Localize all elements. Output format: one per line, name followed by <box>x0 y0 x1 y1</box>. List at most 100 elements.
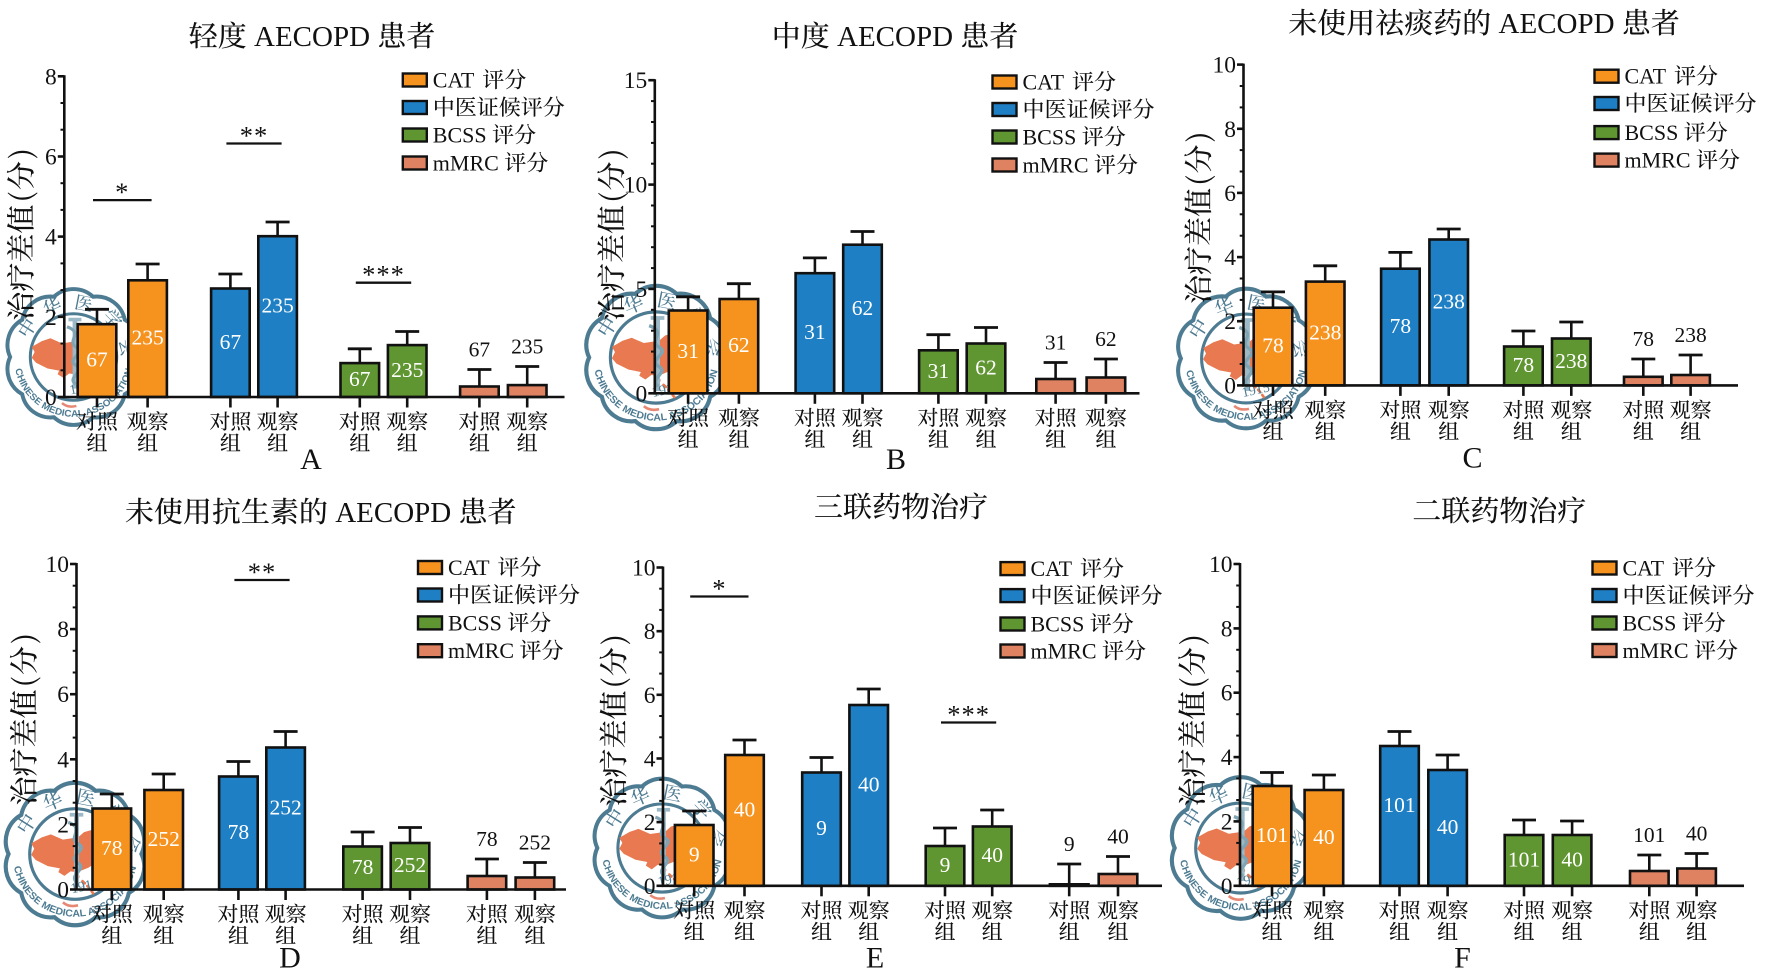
svg-text:238: 238 <box>1555 349 1587 373</box>
svg-text:101: 101 <box>1633 823 1665 847</box>
svg-text:238: 238 <box>1433 289 1465 313</box>
svg-text:78: 78 <box>476 827 498 851</box>
svg-text:F: F <box>1454 942 1471 975</box>
svg-text:4: 4 <box>1221 745 1233 771</box>
svg-text:***: *** <box>947 700 990 730</box>
svg-text:40: 40 <box>981 843 1003 867</box>
svg-text:101: 101 <box>1508 847 1540 871</box>
svg-text:BCSS: BCSS <box>448 610 502 635</box>
svg-text:BCSS: BCSS <box>1031 612 1085 637</box>
svg-text:mMRC: mMRC <box>1031 639 1097 664</box>
svg-text:252: 252 <box>148 827 180 851</box>
svg-text:62: 62 <box>728 333 750 357</box>
svg-text:10: 10 <box>624 173 648 199</box>
svg-text:31: 31 <box>928 359 950 383</box>
svg-text:9: 9 <box>689 842 700 866</box>
svg-text:78: 78 <box>1390 314 1412 338</box>
svg-text:8: 8 <box>644 619 656 645</box>
svg-text:101: 101 <box>1256 823 1288 847</box>
svg-text:10: 10 <box>1213 53 1237 79</box>
svg-text:9: 9 <box>816 816 827 840</box>
svg-text:4: 4 <box>1224 245 1236 271</box>
svg-text:252: 252 <box>519 831 551 855</box>
svg-text:78: 78 <box>1262 334 1284 358</box>
svg-text:4: 4 <box>57 747 69 773</box>
svg-text:40: 40 <box>1686 822 1708 846</box>
svg-text:67: 67 <box>86 348 108 372</box>
svg-text:235: 235 <box>391 358 423 382</box>
svg-text:mMRC: mMRC <box>448 638 514 663</box>
svg-text:8: 8 <box>1224 117 1236 143</box>
svg-text:mMRC: mMRC <box>1623 638 1689 663</box>
svg-text:**: ** <box>248 557 277 587</box>
svg-text:AECOPD: AECOPD <box>837 21 953 53</box>
svg-text:78: 78 <box>1513 353 1535 377</box>
svg-text:40: 40 <box>1561 847 1583 871</box>
svg-text:10: 10 <box>1209 552 1233 578</box>
svg-text:10: 10 <box>632 556 656 582</box>
svg-text:BCSS: BCSS <box>433 123 487 148</box>
svg-text:BCSS: BCSS <box>1023 125 1077 150</box>
svg-text:9: 9 <box>940 853 951 877</box>
svg-text:6: 6 <box>1221 681 1233 707</box>
svg-text:AECOPD: AECOPD <box>1499 8 1615 40</box>
svg-text:40: 40 <box>734 797 756 821</box>
svg-text:CAT: CAT <box>433 68 475 93</box>
svg-text:4: 4 <box>644 747 656 773</box>
svg-text:235: 235 <box>131 326 163 350</box>
svg-text:*: * <box>115 177 129 207</box>
svg-text:AECOPD: AECOPD <box>254 21 370 53</box>
svg-text:10: 10 <box>46 552 70 578</box>
svg-text:CAT: CAT <box>1023 70 1065 95</box>
svg-text:40: 40 <box>1313 825 1335 849</box>
svg-text:78: 78 <box>228 820 250 844</box>
svg-text:mMRC: mMRC <box>433 151 499 176</box>
svg-text:5: 5 <box>636 277 648 303</box>
svg-text:6: 6 <box>45 145 57 171</box>
svg-text:67: 67 <box>220 330 242 354</box>
svg-text:AECOPD: AECOPD <box>335 497 451 529</box>
svg-text:mMRC: mMRC <box>1625 148 1691 173</box>
svg-text:4: 4 <box>45 225 57 251</box>
svg-text:B: B <box>886 443 906 476</box>
svg-text:6: 6 <box>644 683 656 709</box>
svg-text:mMRC: mMRC <box>1023 153 1089 178</box>
svg-text:40: 40 <box>1107 825 1129 849</box>
svg-text:15: 15 <box>624 68 648 94</box>
svg-text:0: 0 <box>57 878 69 904</box>
svg-text:67: 67 <box>469 338 491 362</box>
svg-text:CAT: CAT <box>1031 556 1073 581</box>
svg-text:2: 2 <box>1224 309 1236 335</box>
svg-text:62: 62 <box>1095 327 1117 351</box>
svg-text:31: 31 <box>677 339 699 363</box>
svg-text:62: 62 <box>852 296 874 320</box>
svg-text:6: 6 <box>1224 181 1236 207</box>
svg-text:101: 101 <box>1383 793 1415 817</box>
svg-text:40: 40 <box>1437 815 1459 839</box>
svg-text:0: 0 <box>1224 373 1236 399</box>
svg-text:C: C <box>1462 442 1482 475</box>
svg-text:2: 2 <box>45 305 57 331</box>
svg-text:BCSS: BCSS <box>1625 120 1679 145</box>
svg-text:0: 0 <box>1221 874 1233 900</box>
svg-text:31: 31 <box>1045 331 1067 355</box>
svg-text:8: 8 <box>1221 616 1233 642</box>
svg-text:***: *** <box>362 260 405 290</box>
svg-text:78: 78 <box>352 855 374 879</box>
svg-text:238: 238 <box>1309 321 1341 345</box>
svg-text:2: 2 <box>644 810 656 836</box>
svg-text:*: * <box>712 574 726 604</box>
svg-text:78: 78 <box>1633 327 1655 351</box>
svg-text:78: 78 <box>101 836 123 860</box>
svg-text:D: D <box>279 942 301 975</box>
svg-text:E: E <box>866 942 884 975</box>
svg-text:8: 8 <box>57 617 69 643</box>
svg-text:**: ** <box>240 121 269 151</box>
svg-text:252: 252 <box>269 796 301 820</box>
svg-text:2: 2 <box>1221 809 1233 835</box>
svg-text:238: 238 <box>1674 323 1706 347</box>
svg-text:235: 235 <box>511 335 543 359</box>
svg-text:40: 40 <box>858 772 880 796</box>
svg-text:8: 8 <box>45 64 57 90</box>
svg-text:0: 0 <box>45 385 57 411</box>
